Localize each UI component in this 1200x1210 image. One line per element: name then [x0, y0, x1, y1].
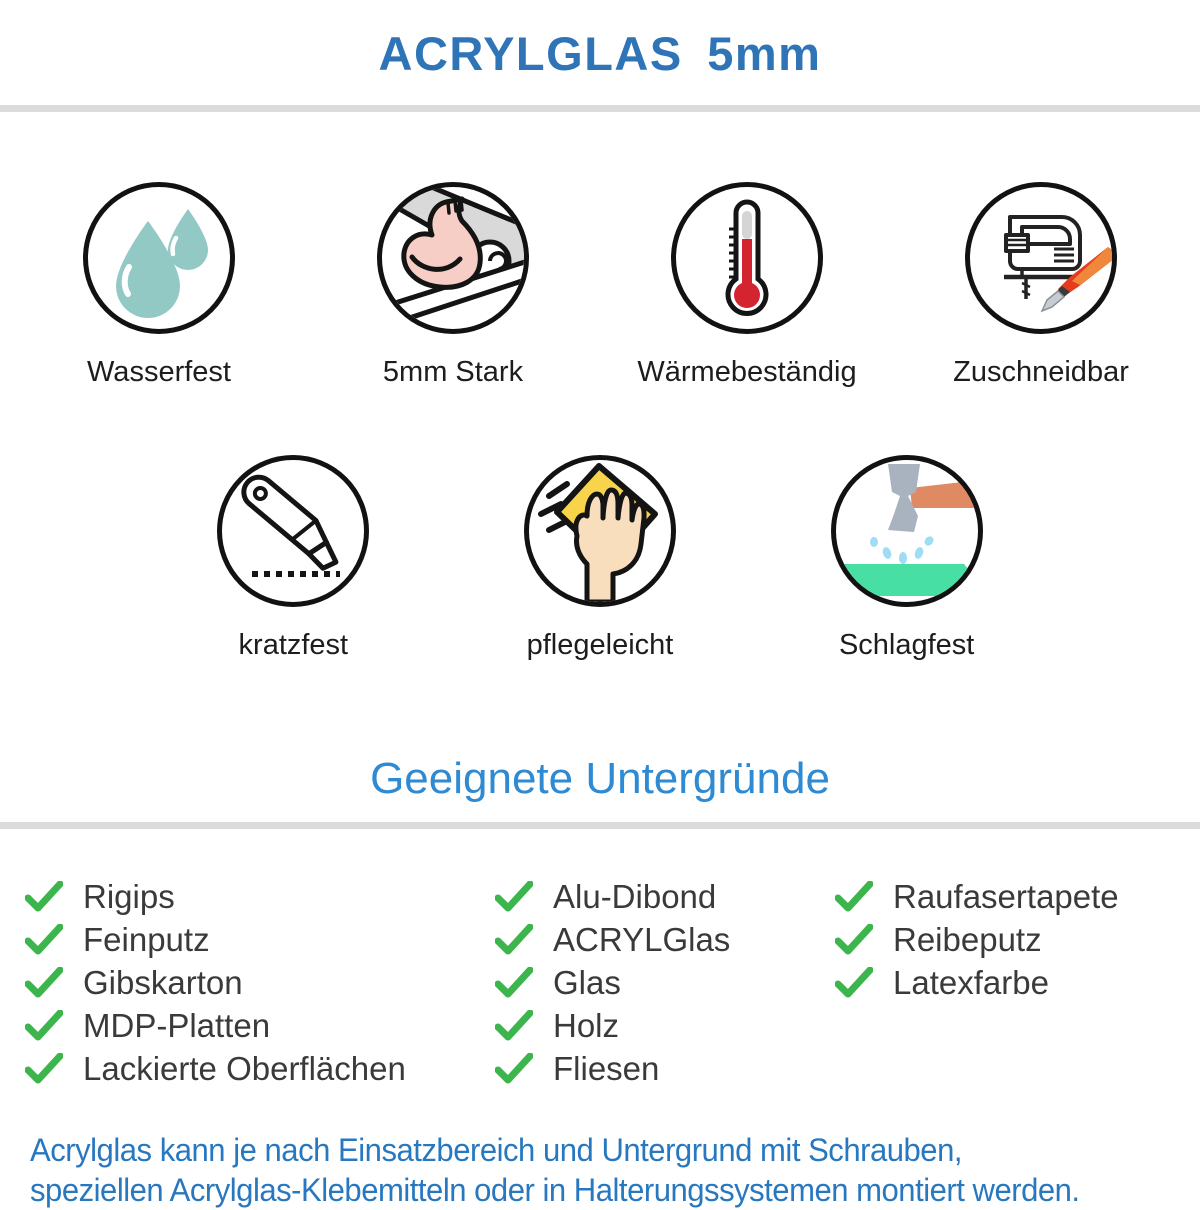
feature-item: kratzfest [140, 455, 447, 662]
substrates-column-1: Rigips Feinputz Gibskarton MDP-Platten L… [25, 875, 495, 1090]
feature-circle [671, 182, 823, 334]
page-title: ACRYLGLAS 5mm [378, 27, 822, 80]
jigsaw-cutter-icon [1004, 215, 1112, 313]
mounting-note-line1: Acrylglas kann je nach Einsatzbereich un… [30, 1132, 963, 1168]
feature-label: Wärmebeständig [637, 356, 857, 388]
substrate-label: Rigips [83, 877, 175, 915]
substrate-item: Gibskarton [25, 961, 495, 1004]
check-icon [25, 967, 63, 998]
check-icon [495, 1053, 533, 1084]
check-icon [25, 881, 63, 912]
hammer-icon [837, 464, 978, 596]
substrate-item: Raufasertapete [835, 875, 1200, 918]
feature-label: Zuschneidbar [953, 356, 1129, 388]
feature-label: Wasserfest [87, 356, 231, 388]
cleaning-hand-icon [537, 463, 658, 602]
substrates-column-3: Raufasertapete Reibeputz Latexfarbe [835, 875, 1200, 1090]
feature-item: pflegeleicht [447, 455, 754, 662]
check-icon [835, 967, 873, 998]
substrate-label: MDP-Platten [83, 1006, 271, 1044]
substrate-item: Lackierte Oberflächen [25, 1047, 495, 1090]
check-icon [495, 924, 533, 955]
substrate-item: Feinputz [25, 918, 495, 961]
substrate-item: Latexfarbe [835, 961, 1200, 1004]
check-icon [835, 881, 873, 912]
substrate-item: Glas [495, 961, 835, 1004]
features-row-1: Wasserfest 5mm Stark Wärmebeständig Zusc… [0, 182, 1200, 389]
thermometer-icon [725, 199, 769, 316]
substrate-item: Rigips [25, 875, 495, 918]
feature-item: 5mm Stark [306, 182, 600, 389]
substrate-label: Gibskarton [83, 963, 243, 1001]
divider [0, 105, 1200, 112]
substrate-label: ACRYLGlas [553, 920, 731, 958]
mounting-note-line2: speziellen Acrylglas-Klebemitteln oder i… [30, 1172, 1080, 1208]
muscle-arm-icon [382, 187, 524, 328]
substrates-column-2: Alu-Dibond ACRYLGlas Glas Holz Fliesen [495, 875, 835, 1090]
substrate-label: Raufasertapete [893, 877, 1119, 915]
substrate-item: Fliesen [495, 1047, 835, 1090]
feature-circle [377, 182, 529, 334]
check-icon [495, 881, 533, 912]
substrate-label: Fliesen [553, 1049, 660, 1087]
substrate-label: Reibeputz [893, 920, 1042, 958]
substrate-label: Feinputz [83, 920, 210, 958]
feature-item: Schlagfest [753, 455, 1060, 662]
features-row-2: kratzfest pflegeleicht Schlagfest [140, 455, 1060, 662]
check-icon [25, 1010, 63, 1041]
substrate-item: Holz [495, 1004, 835, 1047]
feature-circle [830, 455, 983, 607]
feature-circle [523, 455, 676, 607]
substrate-item: Reibeputz [835, 918, 1200, 961]
divider [0, 822, 1200, 829]
check-icon [25, 924, 63, 955]
feature-label: pflegeleicht [526, 629, 674, 661]
substrate-label: Holz [553, 1006, 620, 1044]
feature-label: 5mm Stark [382, 356, 524, 388]
feature-circle [83, 182, 235, 334]
substrates-list: Rigips Feinputz Gibskarton MDP-Platten L… [0, 829, 1200, 1090]
substrate-item: Alu-Dibond [495, 875, 835, 918]
mounting-note: Acrylglas kann je nach Einsatzbereich un… [30, 1130, 1165, 1210]
section-title-untergruende: Geeignete Untergründe [370, 754, 830, 803]
feature-circle [965, 182, 1117, 334]
feature-item: Wasserfest [12, 182, 306, 389]
substrate-item: ACRYLGlas [495, 918, 835, 961]
water-drops-icon [116, 209, 208, 318]
feature-item: Wärmebeständig [600, 182, 894, 389]
feature-label: Schlagfest [838, 629, 975, 661]
feature-label: kratzfest [238, 629, 349, 661]
utility-knife-icon [241, 474, 341, 577]
check-icon [495, 967, 533, 998]
feature-item: Zuschneidbar [894, 182, 1188, 389]
substrate-label: Latexfarbe [893, 963, 1049, 1001]
check-icon [25, 1053, 63, 1084]
check-icon [495, 1010, 533, 1041]
substrate-item: MDP-Platten [25, 1004, 495, 1047]
substrate-label: Alu-Dibond [553, 877, 717, 915]
substrate-label: Glas [553, 963, 621, 1001]
check-icon [835, 924, 873, 955]
feature-circle [217, 455, 370, 607]
substrate-label: Lackierte Oberflächen [83, 1049, 406, 1087]
